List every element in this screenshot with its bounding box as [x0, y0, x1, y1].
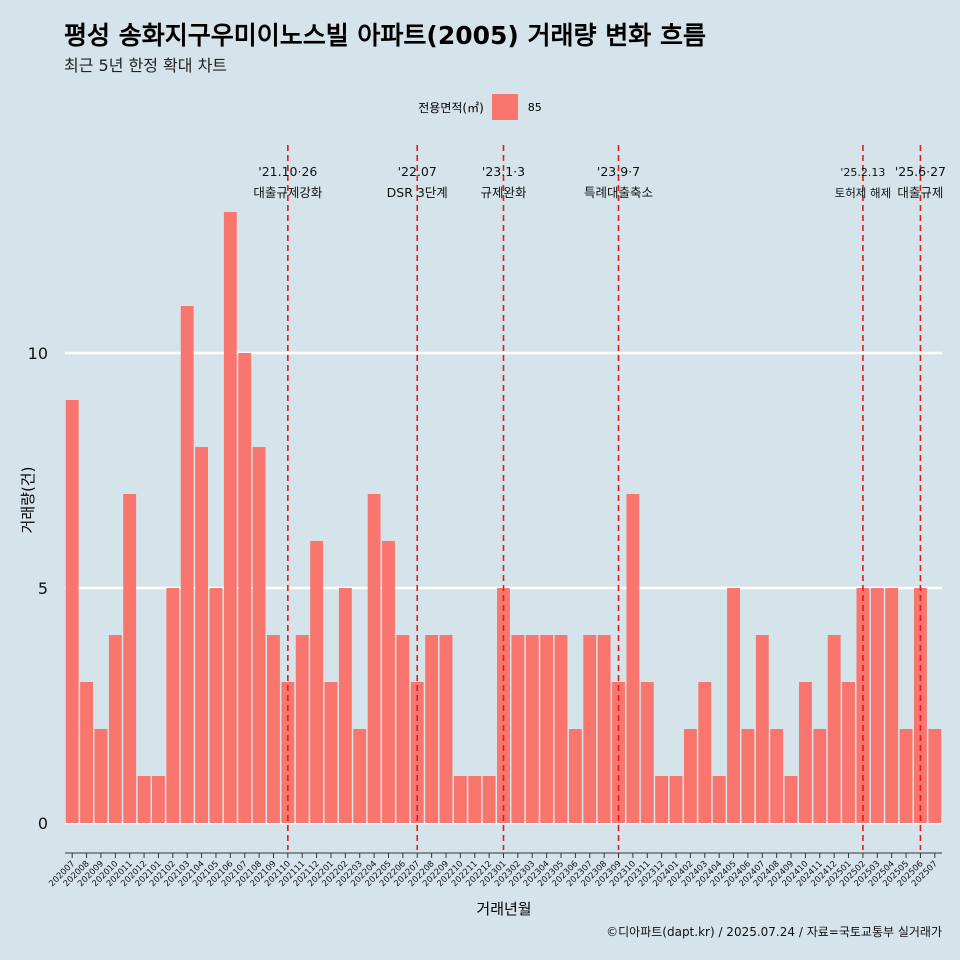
bar: [784, 776, 798, 823]
bar: [80, 682, 94, 823]
bar: [123, 494, 137, 823]
bar: [525, 635, 539, 823]
legend-entry: 85: [527, 100, 542, 114]
bar: [928, 729, 942, 823]
bar: [755, 635, 769, 823]
legend-title: 전용면적(㎡): [418, 100, 484, 115]
bar: [741, 729, 755, 823]
chart-subtitle: 최근 5년 한정 확대 차트: [64, 56, 228, 75]
event-date-label: '23.9·7: [597, 164, 640, 179]
bar: [568, 729, 582, 823]
bar: [180, 306, 194, 823]
event-name-label: DSR 3단계: [387, 185, 448, 200]
event-name-label: 규제완화: [480, 185, 527, 200]
bar: [310, 541, 324, 823]
bar: [367, 494, 381, 823]
event-name-label: 특례대출축소: [584, 185, 653, 200]
bar: [425, 635, 439, 823]
event-date-label: '21.10·26: [258, 164, 317, 179]
bar: [468, 776, 482, 823]
bar: [281, 682, 295, 823]
bar: [640, 682, 654, 823]
bar: [683, 729, 697, 823]
bar: [396, 635, 410, 823]
event-date-label: '22.07: [398, 164, 437, 179]
bar: [338, 588, 352, 823]
y-tick-label: 0: [38, 814, 48, 833]
y-tick-label: 5: [38, 579, 48, 598]
bar: [899, 729, 913, 823]
bar: [727, 588, 740, 823]
event-date-label: '23.1·3: [482, 164, 525, 179]
bar: [252, 447, 266, 823]
bar: [453, 776, 467, 823]
bar: [439, 635, 453, 823]
bar: [65, 400, 79, 823]
source-caption: ©디아파트(dapt.kr) / 2025.07.24 / 자료=국토교통부 실…: [606, 925, 942, 939]
bar: [223, 212, 237, 823]
bar: [612, 682, 625, 823]
bar: [137, 776, 151, 823]
legend-swatch: [491, 94, 518, 120]
legend: 전용면적(㎡) 85: [0, 94, 960, 120]
bar: [353, 729, 367, 823]
bar: [712, 776, 726, 823]
bar: [152, 776, 165, 823]
bar: [267, 635, 280, 823]
bar: [482, 776, 496, 823]
bars-layer: [65, 212, 942, 823]
bar: [655, 776, 669, 823]
bar: [295, 635, 309, 823]
bar: [669, 776, 683, 823]
bar: [842, 682, 855, 823]
bar: [195, 447, 209, 823]
bar: [597, 635, 611, 823]
bar: [324, 682, 338, 823]
bar: [798, 682, 812, 823]
bar: [885, 588, 899, 823]
chart-title: 평성 송화지구우미이노스빌 아파트(2005) 거래량 변화 흐름: [64, 21, 706, 50]
bar: [166, 588, 180, 823]
bar: [554, 635, 568, 823]
bar: [583, 635, 597, 823]
y-axis-label: 거래량(건): [19, 467, 37, 534]
event-name-label: 대출규제: [897, 185, 943, 200]
event-name-label: 대출규제강화: [253, 185, 323, 200]
bar: [382, 541, 395, 823]
bar: [827, 635, 841, 823]
bar: [94, 729, 108, 823]
bar: [626, 494, 640, 823]
bar: [813, 729, 827, 823]
x-axis-label: 거래년월: [476, 900, 531, 918]
events-layer: '21.10·26 대출규제강화 '22.07 DSR 3단계 '23.1·3 규제완화 '…: [253, 145, 946, 850]
event-name-label: 토허제 해제: [835, 186, 892, 200]
bar: [410, 682, 424, 823]
bar: [770, 729, 784, 823]
bar: [698, 682, 712, 823]
bar: [870, 588, 884, 823]
bar: [540, 635, 554, 823]
y-tick-label: 10: [28, 344, 48, 363]
event-date-label: '25.2.13: [840, 166, 885, 179]
bar: [108, 635, 122, 823]
bar: [511, 635, 525, 823]
bar: [209, 588, 223, 823]
bar: [238, 353, 252, 823]
event-date-label: '25.6·27: [895, 164, 946, 179]
